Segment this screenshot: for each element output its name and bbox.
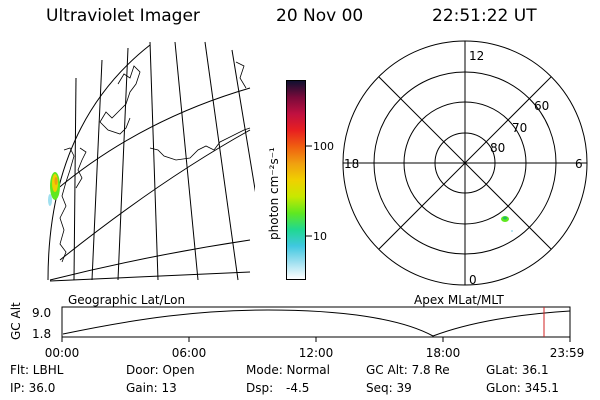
gain-info: Gain: 13: [126, 381, 177, 395]
coastline: [149, 127, 251, 161]
orbit-xtick: 18:00: [426, 346, 461, 360]
left-projection-label: Geographic Lat/Lon: [68, 293, 186, 307]
coastline: [75, 147, 87, 189]
mlt-label-0: 0: [469, 273, 477, 287]
date-label: 20 Nov 00: [276, 6, 364, 26]
latitude-line: [55, 87, 251, 191]
globe-limb: [47, 44, 151, 281]
coastline: [235, 61, 247, 89]
right-projection-label: Apex MLat/MLT: [414, 293, 504, 307]
aurora-spot: [501, 216, 513, 232]
mlt-label-18: 18: [344, 157, 359, 171]
gc-alt-info: GC Alt: 7.8 Re: [366, 363, 450, 377]
lat-label-70: 70: [512, 121, 527, 135]
mode-info: Mode: Normal: [246, 363, 330, 377]
meridian-line: [149, 41, 159, 281]
meridian-line: [91, 59, 103, 281]
glon-info: GLon: 345.1: [486, 381, 559, 395]
colorbar-tick-100: 100: [313, 140, 334, 153]
latitude-line: [59, 129, 251, 261]
orbit-ytick-bottom: 1.8: [32, 327, 51, 341]
orbit-xtick: 06:00: [172, 346, 207, 360]
colorbar-unit-label: photon cm⁻²s⁻¹: [267, 147, 281, 240]
door-info: Door: Open: [126, 363, 195, 377]
glat-info: GLat: 36.1: [486, 363, 549, 377]
lat-label-60: 60: [534, 99, 549, 113]
lat-label-80: 80: [490, 141, 505, 155]
coastline: [59, 147, 75, 263]
orbit-xtick: 00:00: [45, 346, 80, 360]
seq-info: Seq: 39: [366, 381, 412, 395]
colorbar-tick-10: 10: [313, 230, 327, 243]
meridian-line: [174, 41, 199, 281]
dsp-label: Dsp:: [246, 381, 274, 395]
dsp-value: -4.5: [286, 381, 310, 395]
altitude-curve: [62, 309, 571, 337]
aurora-patch: [48, 172, 60, 206]
time-label: 22:51:22 UT: [432, 6, 537, 26]
instrument-title: Ultraviolet Imager: [46, 6, 200, 26]
meridian-line: [73, 77, 77, 281]
mlt-label-6: 6: [575, 157, 583, 171]
orbit-ylabel: GC Alt: [9, 302, 23, 340]
meridian-line: [231, 49, 255, 193]
mlt-label-12: 12: [469, 49, 484, 63]
orbit-xtick: 12:00: [299, 346, 334, 360]
orbit-ytick-top: 9.0: [32, 306, 51, 320]
colorbar: [286, 80, 306, 280]
filter-info: Flt: LBHL: [10, 363, 64, 377]
meridian-line: [117, 47, 129, 281]
coastline: [99, 65, 141, 135]
orbit-xtick: 23:59: [550, 346, 585, 360]
meridian-line: [204, 41, 239, 281]
latitude-line: [49, 271, 251, 282]
ip-info: IP: 36.0: [10, 381, 56, 395]
